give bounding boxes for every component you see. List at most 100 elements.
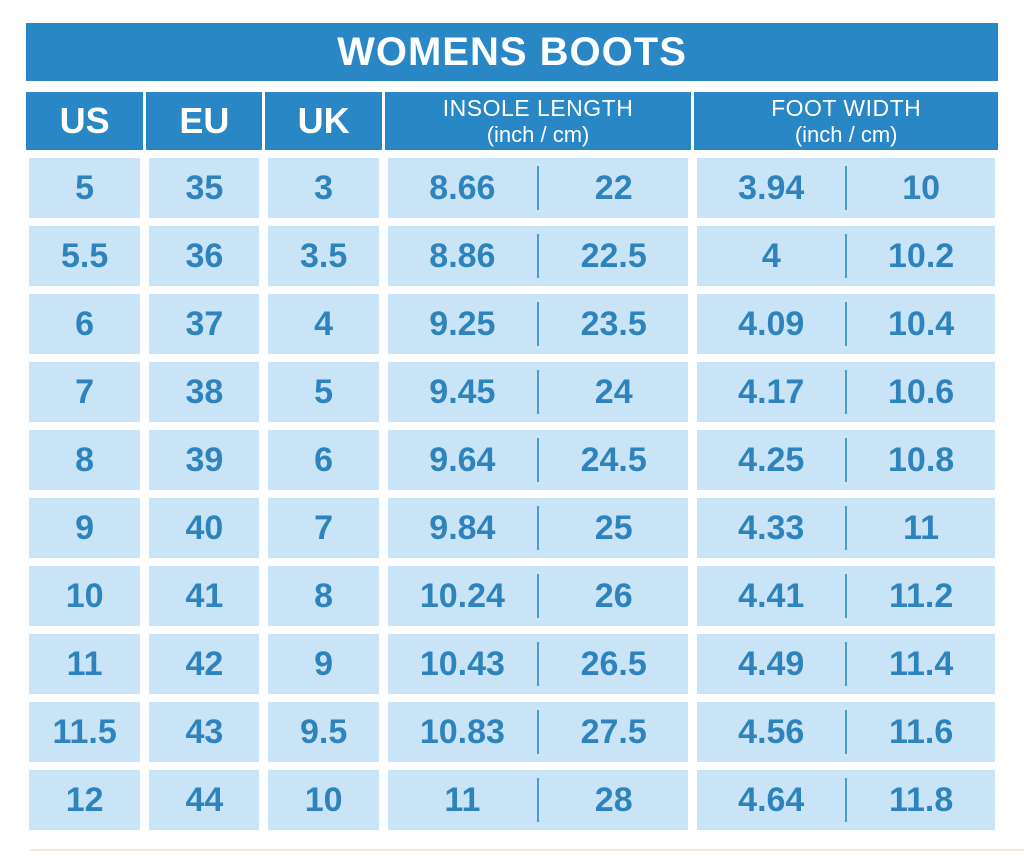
chart-title: WOMENS BOOTS [26, 23, 998, 81]
divider-line [845, 166, 848, 210]
cell-uk-size: 9.5 [268, 702, 379, 762]
foot-inch-value: 4.64 [738, 780, 805, 819]
divider-line [537, 778, 540, 822]
cell-foot-width: 4.09 10.4 [697, 294, 995, 354]
header-uk: UK [265, 92, 382, 150]
table-row: 9 40 7 9.84 25 4.33 11 [26, 498, 998, 558]
cell-foot-width: 4.56 11.6 [697, 702, 995, 762]
divider-line [537, 642, 540, 686]
foot-inch-value: 4.09 [738, 304, 805, 343]
cell-insole-length: 10.24 26 [387, 566, 689, 626]
insole-cm-value: 27.5 [580, 712, 647, 751]
cell-eu-size: 37 [149, 294, 260, 354]
cell-eu-size: 39 [149, 430, 260, 490]
foot-inch-value: 4 [761, 236, 781, 275]
cell-us-size: 8 [29, 430, 141, 490]
cell-insole-length: 8.66 22 [387, 158, 689, 218]
divider-line [845, 506, 848, 550]
cell-insole-length: 9.25 23.5 [387, 294, 689, 354]
cell-insole-length: 8.86 22.5 [387, 226, 689, 286]
cell-uk-size: 3.5 [268, 226, 379, 286]
divider-line [537, 574, 540, 618]
cell-eu-size: 44 [149, 770, 260, 830]
insole-cm-value: 25 [594, 508, 633, 547]
cell-us-size: 7 [29, 362, 141, 422]
insole-inch-value: 8.66 [429, 168, 496, 207]
insole-cm-value: 22.5 [580, 236, 647, 275]
header-us: US [26, 92, 144, 150]
foot-cm-value: 11.8 [888, 780, 954, 819]
insole-cm-value: 26 [594, 576, 633, 615]
divider-line [845, 710, 848, 754]
table-row: 8 39 6 9.64 24.5 4.25 10.8 [26, 430, 998, 490]
table-row: 5.5 36 3.5 8.86 22.5 4 10.2 [26, 226, 998, 286]
insole-cm-value: 23.5 [580, 304, 647, 343]
cell-foot-width: 4 10.2 [697, 226, 995, 286]
cell-uk-size: 3 [268, 158, 379, 218]
divider-line [845, 370, 848, 414]
divider-line [537, 438, 540, 482]
foot-inch-value: 4.17 [738, 372, 805, 411]
cell-insole-length: 10.43 26.5 [387, 634, 689, 694]
divider-line [845, 574, 848, 618]
insole-inch-value: 9.64 [429, 440, 496, 479]
cell-eu-size: 40 [149, 498, 260, 558]
foot-cm-value: 11.2 [888, 576, 954, 615]
divider-line [845, 302, 848, 346]
insole-cm-value: 22 [594, 168, 633, 207]
cell-uk-size: 10 [268, 770, 379, 830]
cell-eu-size: 42 [149, 634, 260, 694]
insole-cm-value: 24.5 [580, 440, 647, 479]
insole-inch-value: 10.83 [419, 712, 505, 751]
cell-eu-size: 43 [149, 702, 260, 762]
cell-uk-size: 8 [268, 566, 379, 626]
cell-uk-size: 9 [268, 634, 379, 694]
table-row: 11.5 43 9.5 10.83 27.5 4.56 11.6 [26, 702, 998, 762]
cell-us-size: 11.5 [29, 702, 141, 762]
cell-eu-size: 38 [149, 362, 260, 422]
divider-line [845, 778, 848, 822]
divider-line [537, 370, 540, 414]
foot-cm-value: 10 [902, 168, 941, 207]
header-insole-length: INSOLE LENGTH (inch / cm) [384, 92, 692, 150]
foot-cm-value: 10.2 [888, 236, 955, 275]
cell-uk-size: 7 [268, 498, 379, 558]
foot-cm-value: 10.8 [888, 440, 955, 479]
foot-inch-value: 4.41 [738, 576, 805, 615]
insole-inch-value: 9.45 [429, 372, 496, 411]
cell-uk-size: 5 [268, 362, 379, 422]
cell-foot-width: 3.94 10 [697, 158, 995, 218]
divider-line [537, 302, 540, 346]
table-row: 5 35 3 8.66 22 3.94 10 [26, 158, 998, 218]
foot-cm-value: 11.4 [888, 644, 954, 683]
cell-uk-size: 6 [268, 430, 379, 490]
header-foot-width-label: FOOT WIDTH [771, 95, 922, 121]
cell-eu-size: 36 [149, 226, 260, 286]
cell-us-size: 6 [29, 294, 141, 354]
cell-insole-length: 11 28 [387, 770, 689, 830]
cell-insole-length: 9.64 24.5 [387, 430, 689, 490]
foot-inch-value: 4.56 [738, 712, 805, 751]
foot-cm-value: 11.6 [888, 712, 954, 751]
size-chart: WOMENS BOOTS US EU UK INSOLE LENGTH (inc… [26, 23, 998, 830]
cell-us-size: 9 [29, 498, 141, 558]
cell-foot-width: 4.49 11.4 [697, 634, 995, 694]
foot-inch-value: 3.94 [738, 168, 805, 207]
table-row: 12 44 10 11 28 4.64 11.8 [26, 770, 998, 830]
foot-cm-value: 11 [903, 508, 940, 547]
cell-us-size: 12 [29, 770, 141, 830]
header-eu: EU [146, 92, 263, 150]
cell-us-size: 11 [29, 634, 141, 694]
insole-cm-value: 26.5 [580, 644, 647, 683]
divider-line [537, 710, 540, 754]
header-insole-length-label: INSOLE LENGTH [442, 95, 634, 121]
cell-foot-width: 4.33 11 [697, 498, 995, 558]
cell-uk-size: 4 [268, 294, 379, 354]
divider-line [537, 506, 540, 550]
foot-inch-value: 4.49 [738, 644, 805, 683]
table-row: 10 41 8 10.24 26 4.41 11.2 [26, 566, 998, 626]
table-row: 11 42 9 10.43 26.5 4.49 11.4 [26, 634, 998, 694]
header-foot-width-units: (inch / cm) [794, 122, 898, 147]
cell-us-size: 5 [29, 158, 141, 218]
